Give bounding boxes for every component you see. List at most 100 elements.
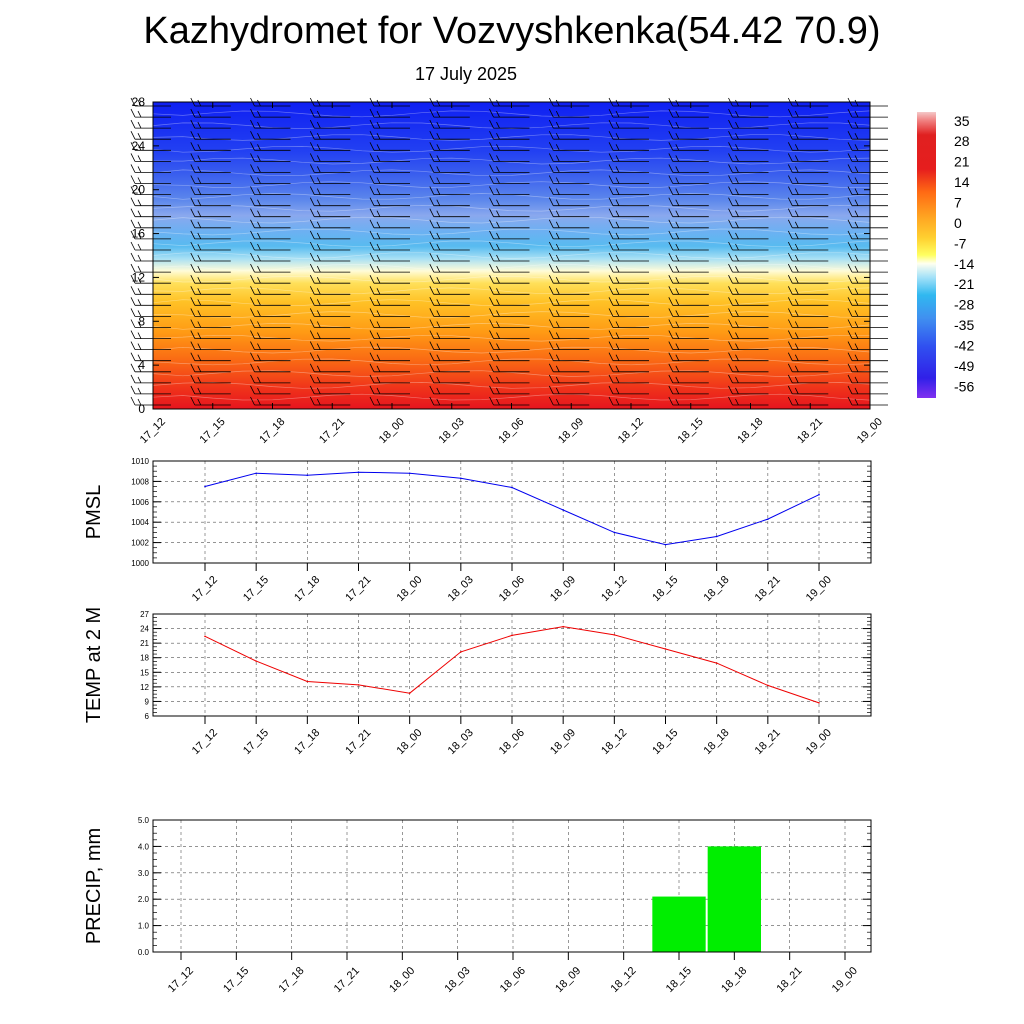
- heatmap-xtick-label: 18_00: [377, 416, 407, 446]
- temp-xtick-label: 17_12: [190, 727, 220, 757]
- heatmap-ytick-label: 4: [138, 358, 145, 372]
- colorbar-label: 14: [954, 174, 970, 190]
- pmsl-xtick-label: 18_06: [497, 574, 527, 604]
- pmsl-data-point: [460, 477, 462, 480]
- temp-xtick-label: 17_18: [292, 727, 322, 757]
- temp-xtick-label: 18_12: [599, 727, 629, 757]
- heatmap-xtick-label: 18_06: [496, 416, 526, 446]
- colorbar-label: -56: [954, 378, 974, 394]
- precip-ytick-label: 3.0: [138, 869, 150, 878]
- precip-ytick-label: 0.0: [138, 948, 150, 957]
- wind-barbs: [130, 97, 888, 406]
- pmsl-ylabel: PMSL: [83, 485, 105, 539]
- precip-xtick-label: 17_12: [166, 965, 196, 995]
- temp-xtick-label: 18_03: [446, 727, 476, 757]
- temp-xtick-label: 18_06: [497, 727, 527, 757]
- wind-temperature-heatmap: 0 4 8 12 16 20 24 28 17_12 17_15 17_18 17_21 18_00 18…: [130, 95, 888, 446]
- contour-lines: [152, 110, 871, 401]
- precip-ylabel: PRECIP, mm: [83, 828, 105, 944]
- temp-xtick-label: 18_18: [701, 727, 731, 757]
- heatmap-xtick-label: 17_21: [317, 416, 347, 446]
- heatmap-ytick-label: 28: [132, 95, 146, 109]
- precip-xtick-label: 18_03: [442, 965, 472, 995]
- colorbar-swatch: [917, 112, 936, 398]
- heatmap-ytick-label: 8: [138, 314, 145, 328]
- colorbar: 35 28 21 14 7 0 -7 -14 -21 -28 -35 -42 -49 -56: [917, 112, 974, 398]
- temp-ylabel: TEMP at 2 M: [83, 607, 105, 723]
- precip-xtick-label: 18_15: [664, 965, 694, 995]
- pmsl-data-point: [204, 485, 206, 488]
- temp-data-point: [306, 680, 309, 683]
- pmsl-xtick-label: 18_18: [701, 574, 731, 604]
- heatmap-field: [153, 102, 870, 409]
- colorbar-label: 35: [954, 113, 970, 129]
- pmsl-xtick-label: 18_15: [650, 574, 680, 604]
- heatmap-xtick-label: 18_03: [437, 416, 467, 446]
- temp-xtick-label: 18_15: [650, 727, 680, 757]
- temp-xtick-label: 18_21: [753, 727, 783, 757]
- pmsl-ytick-label: 1002: [131, 539, 149, 548]
- pmsl-xtick-label: 17_15: [241, 574, 271, 604]
- pmsl-data-point: [613, 531, 616, 534]
- heatmap-xtick-label: 17_12: [138, 416, 168, 446]
- precip-xtick-label: 18_00: [387, 965, 417, 995]
- temp-data-point: [357, 684, 360, 686]
- pmsl-ytick-label: 1006: [131, 498, 149, 507]
- temp-data-point: [818, 702, 820, 704]
- pmsl-ytick-label: 1004: [131, 518, 149, 527]
- colorbar-label: -7: [954, 235, 967, 251]
- heatmap-xtick-label: 18_09: [556, 416, 586, 446]
- precip-ytick-label: 1.0: [138, 922, 150, 931]
- pmsl-ytick-label: 1008: [131, 477, 149, 486]
- pmsl-xtick-label: 18_03: [446, 574, 476, 604]
- precip-xtick-label: 17_18: [276, 965, 306, 995]
- precip-bar: [652, 896, 706, 952]
- pmsl-data-point: [562, 509, 564, 511]
- colorbar-label: -28: [954, 297, 974, 313]
- colorbar-label: -35: [954, 317, 974, 333]
- temp-xtick-label: 17_21: [343, 727, 373, 757]
- pmsl-xtick-label: 18_12: [599, 574, 629, 604]
- temp-ytick-label: 6: [145, 712, 150, 721]
- heatmap-ytick-label: 0: [138, 402, 145, 416]
- precip-bar: [707, 846, 761, 952]
- temp-data-point: [511, 634, 513, 637]
- colorbar-label: -14: [954, 256, 974, 272]
- temp-xtick-label: 17_15: [241, 727, 271, 757]
- heatmap-xtick-label: 17_15: [198, 416, 228, 446]
- colorbar-label: 7: [954, 194, 962, 210]
- precip-ytick-label: 5.0: [138, 816, 150, 825]
- temp-data-point: [767, 684, 769, 687]
- temp-ytick-label: 12: [140, 683, 149, 692]
- precip-frame: [152, 819, 872, 953]
- pmsl-data-point: [408, 472, 411, 475]
- precip-ytick-label: 4.0: [138, 842, 150, 851]
- heatmap-xtick-label: 18_12: [616, 416, 646, 446]
- temp-data-point: [715, 662, 718, 664]
- heatmap-ytick-label: 20: [132, 183, 146, 197]
- colorbar-label: -49: [954, 358, 974, 374]
- pmsl-xtick-label: 18_00: [394, 574, 424, 604]
- precip-xtick-label: 17_15: [221, 965, 251, 995]
- heatmap-ytick-label: 24: [132, 139, 146, 153]
- heatmap-xtick-label: 18_21: [795, 416, 825, 446]
- pmsl-xtick-label: 17_12: [190, 574, 220, 604]
- pmsl-xtick-label: 18_09: [548, 574, 578, 604]
- pmsl-chart: 1000 1002 1004 1006 1008 1010 17_12 17_15 17_18 1…: [83, 457, 872, 604]
- page-subtitle: 17 July 2025: [414, 64, 518, 84]
- heatmap-ytick-label: 16: [132, 227, 146, 241]
- pmsl-data-point: [664, 543, 667, 546]
- heatmap-ytick-label: 12: [132, 270, 146, 284]
- colorbar-label: 28: [954, 133, 970, 149]
- temp-data-point: [204, 635, 206, 638]
- heatmap-xtick-label: 18_18: [735, 416, 765, 446]
- colorbar-label: -21: [954, 276, 974, 292]
- pmsl-ytick-label: 1000: [131, 559, 149, 568]
- precip-ytick-label: 2.0: [138, 895, 150, 904]
- precip-xtick-label: 18_18: [719, 965, 749, 995]
- temp-ytick-label: 18: [140, 654, 149, 663]
- pmsl-data-point: [255, 472, 257, 475]
- pmsl-ytick-label: 1010: [131, 457, 149, 466]
- temp-ytick-label: 9: [145, 697, 150, 706]
